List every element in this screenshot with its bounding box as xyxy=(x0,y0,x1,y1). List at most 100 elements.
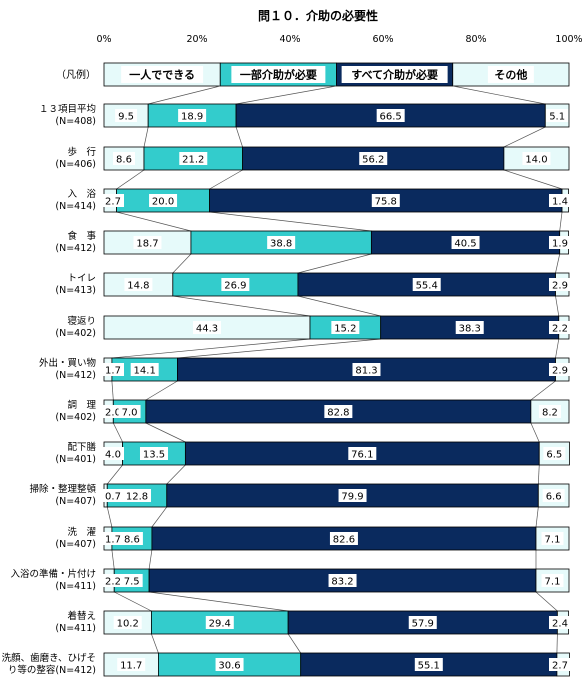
data-label-background xyxy=(546,109,569,122)
category-label: 調 理 xyxy=(67,399,96,411)
data-label: 82.8 xyxy=(327,408,349,419)
data-label: 2.2 xyxy=(552,324,568,335)
connector-line xyxy=(555,338,560,359)
data-label-background xyxy=(538,405,561,418)
data-label-background xyxy=(112,152,135,165)
category-label: 入 浴 xyxy=(67,189,96,200)
category-label: トイレ xyxy=(67,273,96,284)
connector-line xyxy=(297,253,372,274)
data-label: 7.1 xyxy=(545,577,561,588)
data-label: 1.7 xyxy=(105,366,121,377)
x-tick-label: 40% xyxy=(279,34,300,45)
data-label-background xyxy=(451,236,480,249)
data-label-background xyxy=(338,489,367,502)
category-n-label: (N=402) xyxy=(55,412,96,423)
data-label: 2.0 xyxy=(105,408,121,419)
connector-line xyxy=(143,126,149,148)
data-label: 6.5 xyxy=(546,450,562,461)
x-tick-label: 60% xyxy=(372,34,393,45)
data-label: 2.7 xyxy=(105,197,121,208)
data-label-background xyxy=(359,152,388,165)
data-label: 38.8 xyxy=(270,239,292,250)
data-label: 14.8 xyxy=(127,281,149,292)
data-label: 75.8 xyxy=(375,197,397,208)
data-label-background xyxy=(549,194,571,207)
category-labels: １３項目平均(N=408)歩 行(N=406)入 浴(N=414)食 事(N=4… xyxy=(2,103,97,676)
data-label: 55.1 xyxy=(418,661,440,672)
data-label-background xyxy=(324,405,353,418)
data-label-background xyxy=(102,489,124,502)
connector-line xyxy=(172,253,192,274)
category-label: 外出・買い物 xyxy=(39,357,97,369)
connector-line xyxy=(111,380,114,401)
category-label: 洗顔、歯磨き、ひげそ xyxy=(2,652,96,664)
category-n-label: (N=411) xyxy=(55,623,96,634)
data-label: 2.7 xyxy=(552,661,568,672)
data-label: 14.0 xyxy=(525,155,547,166)
connector-line xyxy=(209,169,243,190)
connector-line xyxy=(151,506,168,528)
category-n-label: (N=414) xyxy=(55,201,96,212)
data-label: 57.9 xyxy=(412,619,434,630)
connector-lines xyxy=(106,85,563,654)
data-label-background xyxy=(102,532,124,545)
category-n-label: (N=402) xyxy=(55,328,96,339)
connector-line xyxy=(559,211,563,232)
data-label-background xyxy=(113,616,142,629)
data-label-background xyxy=(522,152,551,165)
data-label-background xyxy=(133,236,162,249)
category-label: 入浴の準備・片付け xyxy=(10,568,96,580)
data-label-background xyxy=(120,574,143,587)
data-label-background xyxy=(414,658,443,671)
data-label-background xyxy=(120,532,143,545)
data-label: 1.9 xyxy=(552,239,568,250)
connector-line xyxy=(116,211,192,232)
data-label: 14.1 xyxy=(134,366,156,377)
data-label-background xyxy=(117,658,146,671)
data-label-background xyxy=(102,574,124,587)
category-label: 配下膳 xyxy=(67,441,96,453)
data-label-background xyxy=(123,489,152,502)
legend-row-label: （凡例） xyxy=(56,68,96,81)
data-label-background xyxy=(329,532,358,545)
data-label: 56.2 xyxy=(362,155,384,166)
legend-label-background xyxy=(487,66,534,83)
data-label: 6.6 xyxy=(546,492,562,503)
data-label: 26.9 xyxy=(224,281,246,292)
data-label-background xyxy=(130,363,159,376)
category-label: 掃除・整理整頓 xyxy=(29,483,96,495)
data-label-background xyxy=(328,574,357,587)
data-label: 40.5 xyxy=(454,239,476,250)
connector-line xyxy=(555,295,560,317)
data-label: 9.5 xyxy=(118,112,134,123)
data-label: 83.2 xyxy=(331,577,353,588)
category-label: １３項目平均 xyxy=(39,103,96,115)
category-n-label: (N=412) xyxy=(55,243,96,254)
connector-line xyxy=(177,338,381,359)
data-label-background xyxy=(455,321,484,334)
connector-line xyxy=(530,380,556,401)
category-n-label: (N=406) xyxy=(55,159,96,170)
x-tick-label: 20% xyxy=(186,34,207,45)
data-label-background xyxy=(102,405,124,418)
data-label-background xyxy=(115,109,138,122)
data-label-background xyxy=(549,363,571,376)
connector-line xyxy=(555,253,561,274)
data-label-background xyxy=(102,194,124,207)
data-label-background xyxy=(412,278,441,291)
legend-row: （凡例） 一人でできる 一部介助が必要 すべて介助が必要 その他 xyxy=(56,62,570,87)
data-label: 66.5 xyxy=(380,112,402,123)
data-label: 7.5 xyxy=(124,577,140,588)
data-label: 18.7 xyxy=(136,239,158,250)
connector-line xyxy=(145,380,178,401)
data-label: 21.2 xyxy=(182,155,204,166)
data-label: 81.3 xyxy=(355,366,377,377)
connector-line xyxy=(111,338,311,359)
data-label-background xyxy=(541,532,564,545)
category-label: 食 事 xyxy=(67,230,96,242)
data-label: 0.7 xyxy=(105,492,121,503)
data-label: 8.6 xyxy=(116,155,132,166)
data-label: 7.0 xyxy=(122,408,138,419)
legend-label: すべて介助が必要 xyxy=(351,68,438,82)
